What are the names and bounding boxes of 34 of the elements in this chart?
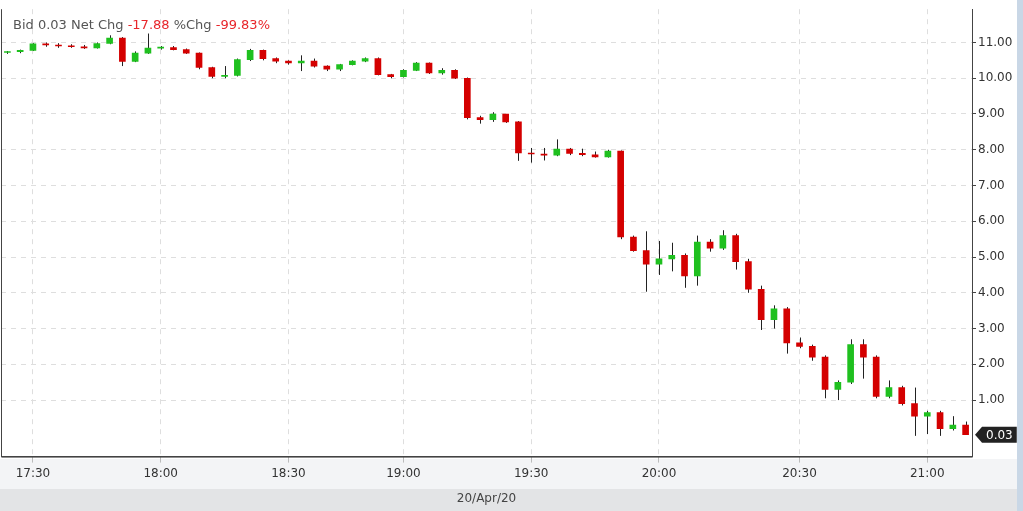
y-tick-label: 10.00 [978, 70, 1013, 85]
y-tick-label: 7.00 [978, 177, 1005, 192]
x-tick-label: 21:00 [909, 465, 945, 480]
x-tick-label: 19:30 [513, 465, 549, 480]
y-tick-label: 11.00 [978, 34, 1013, 49]
x-axis-title: 20/Apr/20 [456, 491, 517, 506]
x-tick-label: 19:00 [386, 465, 421, 480]
x-tick-label: 18:30 [271, 465, 306, 480]
text: Bid 0.03 Net Chg -17.88 %Chg -99.83% [13, 16, 270, 32]
y-tick-label: 1.00 [978, 392, 1005, 407]
y-tick-label: 4.00 [978, 284, 1005, 299]
candlestick [936, 410, 944, 437]
x-tick-label: 17:30 [15, 465, 51, 480]
candlestick [923, 410, 931, 435]
candlestick [642, 230, 650, 293]
candlestick [655, 240, 663, 276]
y-tick-label: 5.00 [978, 249, 1005, 264]
y-tick-label: 9.00 [978, 106, 1005, 121]
candlestick [834, 379, 842, 401]
y-tick-label: 3.00 [978, 320, 1005, 335]
x-tick-label: 18:00 [143, 465, 178, 480]
candlestick [668, 242, 676, 272]
candlestick [119, 36, 126, 67]
y-tick-label: 6.00 [978, 213, 1005, 228]
candlestick [860, 338, 867, 380]
candlestick [898, 385, 906, 406]
candlestick [681, 252, 688, 289]
y-tick-label: 8.00 [978, 141, 1005, 156]
x-tick-label: 20:00 [641, 465, 677, 480]
x-tick-label: 20:30 [782, 465, 817, 480]
y-tick-label: 2.00 [978, 356, 1005, 371]
text: 0.03 [986, 427, 1013, 442]
candlestick [911, 387, 918, 437]
candlestick [144, 33, 152, 55]
